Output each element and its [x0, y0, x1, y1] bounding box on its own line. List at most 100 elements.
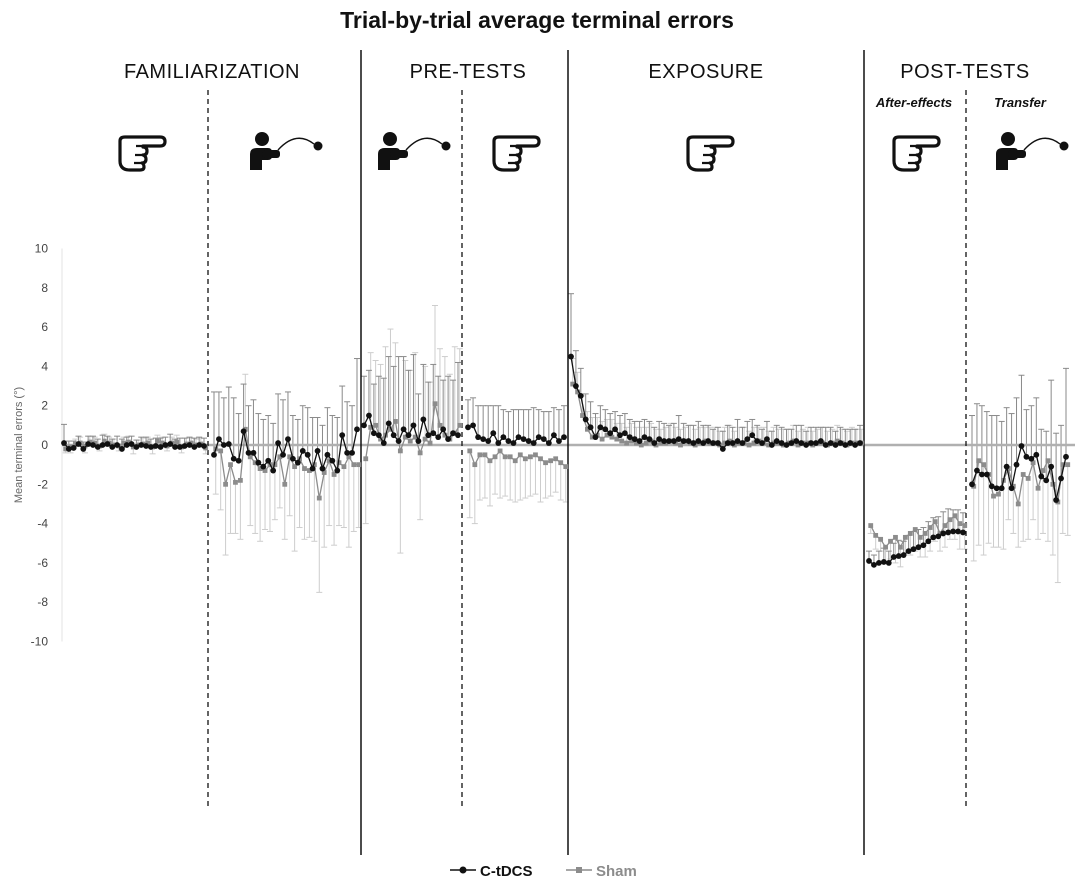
ctdcs-point — [661, 438, 667, 444]
sham-point — [902, 534, 908, 540]
ctdcs-point — [65, 446, 72, 452]
sham-point — [528, 454, 533, 460]
sham-point — [795, 442, 801, 448]
phase-label-exposure: EXPOSURE — [648, 61, 763, 83]
ctdcs-point — [656, 436, 663, 443]
ctdcs-point — [832, 442, 839, 448]
sham-point — [427, 440, 433, 446]
sham-point — [957, 521, 963, 526]
legend-sham-marker — [576, 867, 582, 873]
ctdcs-point — [211, 451, 217, 458]
ctdcs-point — [94, 444, 101, 450]
ctdcs-point — [955, 528, 961, 535]
sham-point — [432, 401, 438, 407]
sham-point — [553, 456, 559, 462]
ctdcs-point — [817, 438, 824, 444]
sham-point — [834, 438, 840, 444]
ctdcs-point — [285, 436, 291, 443]
ctdcs-point — [415, 438, 422, 444]
ctdcs-point — [1038, 473, 1045, 480]
ctdcs-point — [109, 444, 116, 450]
ctdcs-point — [123, 442, 130, 448]
y-axis: 10 8 6 4 2 0 -2 -4 -6 -8 -10 — [31, 242, 63, 649]
sham-point — [277, 454, 283, 460]
sham-point — [307, 468, 312, 473]
ctdcs-point — [705, 438, 712, 444]
ctdcs-point — [827, 440, 834, 446]
pointing-hand-icon — [892, 135, 941, 172]
ctdcs-point — [230, 455, 237, 462]
sham-point — [257, 466, 263, 471]
ctdcs-point — [607, 430, 614, 437]
legend-sham-label: Sham — [596, 863, 637, 880]
sham-point — [585, 426, 590, 432]
ctdcs-point — [410, 422, 417, 429]
sham-point — [341, 464, 347, 470]
ctdcs-point — [344, 449, 351, 456]
ctdcs-point — [930, 534, 937, 541]
ctdcs-point — [530, 440, 537, 446]
sham-point — [272, 462, 278, 468]
sham-point — [976, 458, 982, 464]
ctdcs-point — [334, 467, 341, 474]
ctdcs-point — [540, 436, 547, 443]
ctdcs-point — [1008, 485, 1015, 492]
ctdcs-point — [405, 432, 412, 439]
ctdcs-point — [925, 538, 932, 545]
ctdcs-point — [354, 426, 360, 433]
ctdcs-point — [636, 438, 643, 444]
ctdcs-point — [535, 434, 542, 441]
ctdcs-point — [617, 432, 623, 439]
sham-point — [252, 460, 258, 466]
ctdcs-point — [309, 465, 316, 472]
ctdcs-point — [490, 430, 497, 437]
ctdcs-point — [715, 440, 721, 446]
ctdcs-point — [181, 443, 188, 449]
sham-point — [121, 440, 127, 446]
sham-point — [927, 525, 933, 530]
sham-point — [437, 422, 443, 428]
ctdcs-point — [1013, 461, 1020, 468]
ctdcs-point — [265, 457, 272, 464]
ctdcs-point — [621, 430, 628, 437]
sham-point — [589, 434, 595, 440]
ctdcs-point — [366, 412, 372, 419]
ctdcs-point — [602, 426, 609, 433]
ctdcs-point — [773, 438, 780, 444]
sham-point — [373, 422, 379, 428]
sham-point — [1035, 485, 1041, 491]
sham-point — [228, 462, 233, 468]
sham-point — [912, 527, 918, 532]
sham-point — [287, 454, 293, 460]
sham-point — [942, 523, 948, 528]
sham-point — [101, 438, 107, 444]
ctdcs-point — [626, 434, 633, 441]
ctdcs-point — [945, 529, 952, 536]
sham-point — [888, 538, 893, 544]
ctdcs-point — [70, 445, 77, 451]
y-tick-label: -4 — [37, 517, 48, 531]
ctdcs-point — [289, 455, 296, 462]
sham-point — [570, 381, 576, 387]
ctdcs-point — [890, 554, 897, 560]
ctdcs-point — [186, 442, 193, 448]
throwing-person-icon — [378, 132, 451, 170]
ctdcs-point — [304, 451, 311, 458]
ctdcs-point — [739, 440, 746, 446]
sham-point — [155, 438, 160, 444]
sham-point — [363, 456, 369, 462]
ctdcs-point — [375, 432, 382, 439]
ctdcs-point — [395, 438, 402, 444]
ctdcs-point — [969, 481, 975, 488]
ctdcs-point — [568, 353, 574, 360]
ctdcs-point — [1053, 497, 1060, 503]
ctdcs-point — [99, 442, 106, 448]
sham-point — [237, 477, 243, 483]
throwing-person-icon — [250, 132, 323, 170]
ctdcs-point — [866, 558, 872, 564]
ctdcs-point — [690, 440, 697, 446]
sham-point — [457, 422, 463, 428]
ctdcs-point — [719, 446, 726, 452]
ctdcs-point — [515, 434, 522, 441]
